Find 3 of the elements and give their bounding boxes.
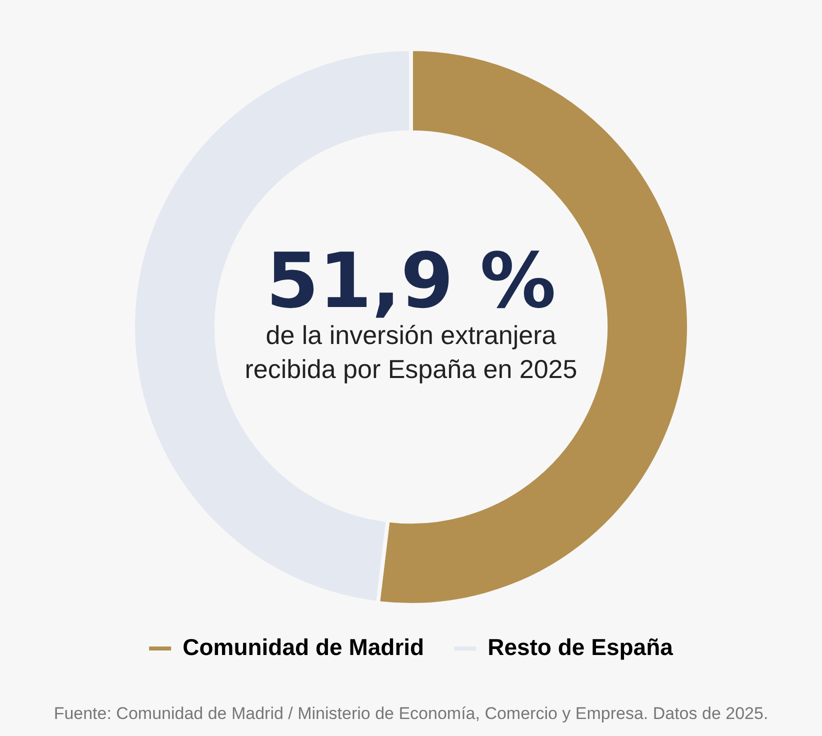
- legend-label: Comunidad de Madrid: [182, 634, 424, 660]
- legend-label: Resto de España: [488, 634, 674, 660]
- source-note: Fuente: Comunidad de Madrid / Ministerio de Economía, Comercio y Empresa. Datos de 2025.: [52, 704, 770, 724]
